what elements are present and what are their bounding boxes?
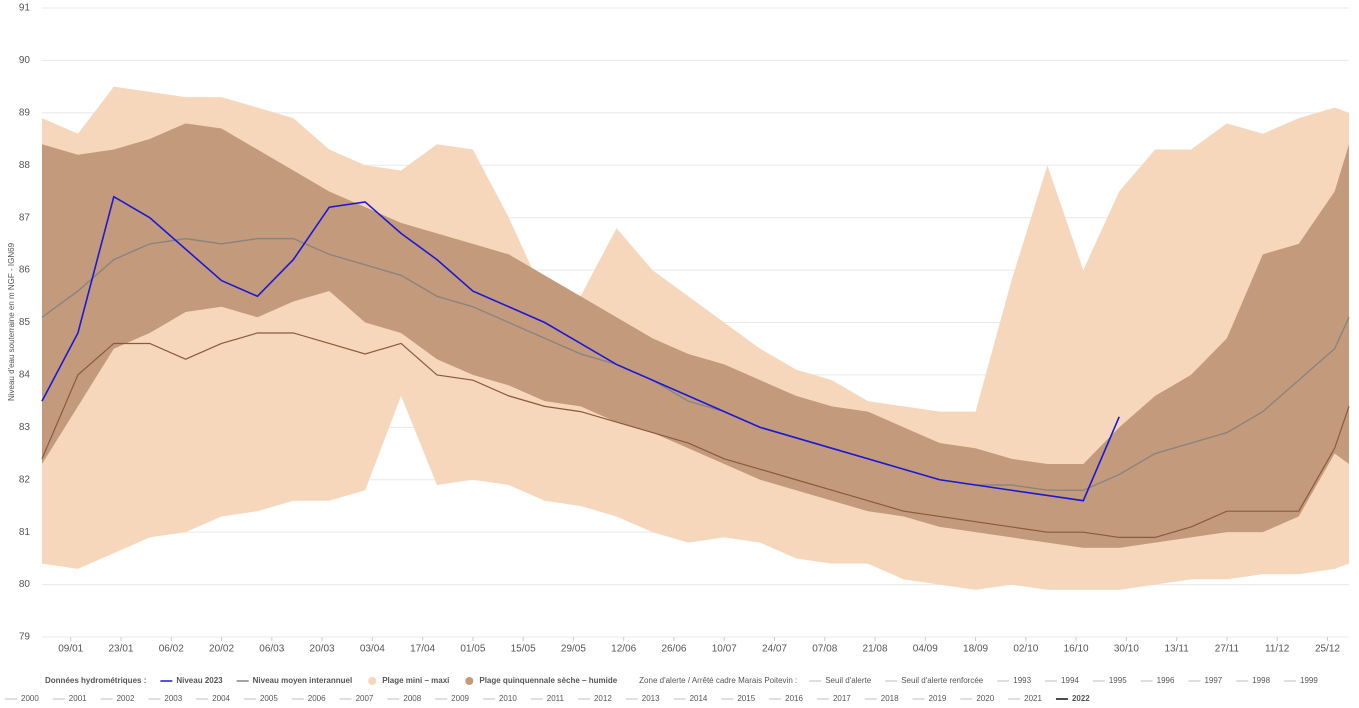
legend-label: Plage quinquennale sèche – humide	[479, 676, 617, 685]
legend-label: 2003	[164, 694, 182, 703]
legend-label: 2006	[308, 694, 326, 703]
legend-group-title: Données hydrométriques :	[45, 676, 146, 685]
legend-swatch	[368, 677, 377, 685]
legend-label: 2020	[976, 694, 994, 703]
y-axis-label: Niveau d'eau souterraine en m NGF - IGN6…	[7, 242, 16, 401]
x-tick-label: 07/08	[812, 644, 837, 655]
x-tick-label: 24/07	[762, 644, 787, 655]
legend-label: 2017	[833, 694, 851, 703]
x-tick-label: 25/12	[1315, 644, 1340, 655]
legend-label: 2001	[69, 694, 87, 703]
range-band	[42, 123, 1349, 548]
x-tick-label: 09/01	[58, 644, 83, 655]
x-tick-label: 03/04	[360, 644, 385, 655]
y-tick-label: 83	[19, 422, 31, 433]
y-tick-label: 87	[19, 212, 31, 223]
series-line	[41, 237, 1350, 491]
y-tick-label: 82	[19, 474, 31, 485]
legend-label: 1999	[1300, 676, 1318, 685]
legend-label: 2002	[117, 694, 135, 703]
x-tick-label: 01/05	[460, 644, 485, 655]
x-tick-label: 29/05	[561, 644, 586, 655]
x-tick-label: 23/01	[108, 644, 133, 655]
x-tick-label: 02/10	[1013, 644, 1038, 655]
legend-label: 1994	[1061, 676, 1079, 685]
legend-label: Niveau 2023	[176, 676, 223, 685]
y-tick-label: 79	[19, 632, 31, 643]
legend-label: 1996	[1157, 676, 1175, 685]
legend-label: 1998	[1252, 676, 1270, 685]
y-tick-label: 86	[19, 265, 31, 276]
legend-label: 2016	[785, 694, 803, 703]
series-line	[41, 195, 1120, 502]
legend-label: 2015	[737, 694, 755, 703]
legend-label: 2004	[212, 694, 230, 703]
legend-label: 2005	[260, 694, 278, 703]
legend-label: 2014	[690, 694, 708, 703]
y-tick-label: 80	[19, 579, 31, 590]
x-tick-label: 18/09	[963, 644, 988, 655]
y-tick-label: 89	[19, 107, 31, 118]
legend-label: 2011	[547, 694, 565, 703]
legend-label: 2018	[881, 694, 899, 703]
y-tick-label: 81	[19, 527, 31, 538]
x-tick-label: 04/09	[913, 644, 938, 655]
legend-label: Niveau moyen interannuel	[253, 676, 353, 685]
legend-label: 2022	[1072, 694, 1090, 703]
legend-label: 2000	[21, 694, 39, 703]
x-tick-label: 16/10	[1064, 644, 1089, 655]
legend-label: 2009	[451, 694, 469, 703]
series-line	[41, 332, 1350, 539]
x-tick-label: 06/02	[159, 644, 184, 655]
y-tick-label: 88	[19, 160, 31, 171]
x-tick-label: 12/06	[611, 644, 636, 655]
legend-label: 2010	[499, 694, 517, 703]
legend-label: 2013	[642, 694, 660, 703]
x-tick-label: 17/04	[410, 644, 435, 655]
x-tick-label: 20/03	[310, 644, 335, 655]
y-tick-label: 85	[19, 317, 31, 328]
y-tick-label: 84	[19, 370, 31, 381]
legend-label: Seuil d'alerte	[825, 676, 872, 685]
legend-label: 1995	[1109, 676, 1127, 685]
legend-label: Seuil d'alerte renforcée	[901, 676, 984, 685]
x-tick-label: 20/02	[209, 644, 234, 655]
legend-label: Plage mini – maxi	[382, 676, 449, 685]
x-tick-label: 10/07	[712, 644, 737, 655]
x-tick-label: 30/10	[1114, 644, 1139, 655]
y-tick-label: 90	[19, 55, 31, 66]
legend-label: 2007	[356, 694, 374, 703]
x-tick-label: 27/11	[1215, 644, 1240, 655]
x-tick-label: 15/05	[511, 644, 536, 655]
x-tick-label: 11/12	[1265, 644, 1290, 655]
x-tick-label: 26/06	[661, 644, 686, 655]
legend-group-title: Zone d'alerte / Arrêté cadre Marais Poit…	[639, 676, 797, 685]
legend-label: 1993	[1013, 676, 1031, 685]
legend-label: 2021	[1024, 694, 1042, 703]
x-tick-label: 21/08	[863, 644, 888, 655]
x-tick-label: 13/11	[1164, 644, 1189, 655]
legend-swatch	[465, 677, 474, 685]
legend-label: 1997	[1204, 676, 1222, 685]
legend-label: 2008	[403, 694, 421, 703]
legend-label: 2012	[594, 694, 612, 703]
x-tick-label: 06/03	[259, 644, 284, 655]
legend-label: 2019	[929, 694, 947, 703]
y-tick-label: 91	[19, 3, 31, 14]
